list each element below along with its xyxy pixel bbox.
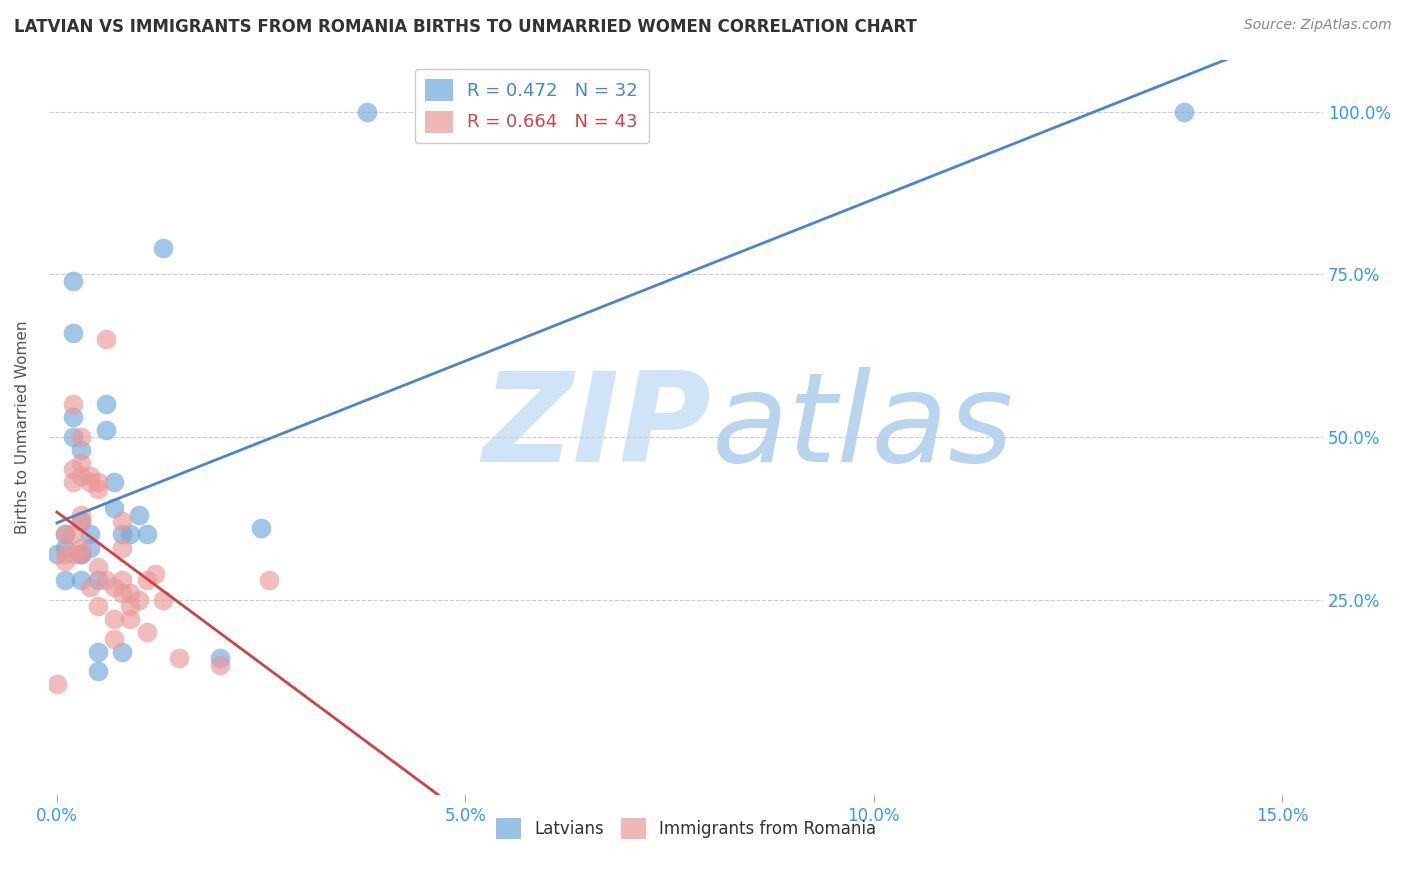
Point: [209, 657, 232, 672]
Legend: Latvians, Immigrants from Romania: Latvians, Immigrants from Romania: [489, 812, 883, 846]
Point: [87, 599, 110, 613]
Point: [53, 527, 76, 541]
Point: [70, 469, 93, 483]
Point: [79, 541, 101, 555]
Point: [70, 515, 93, 529]
Point: [45, 677, 67, 691]
Point: [87, 644, 110, 658]
Point: [70, 430, 93, 444]
Point: [94, 573, 117, 587]
Point: [169, 651, 191, 665]
Point: [53, 527, 76, 541]
Point: [111, 586, 134, 600]
Point: [62, 397, 84, 411]
Point: [111, 527, 134, 541]
Text: ZIP: ZIP: [482, 367, 711, 488]
Point: [62, 430, 84, 444]
Point: [135, 573, 157, 587]
Point: [103, 612, 125, 626]
Point: [53, 553, 76, 567]
Point: [87, 560, 110, 574]
Point: [250, 521, 273, 535]
Point: [70, 508, 93, 522]
Point: [111, 515, 134, 529]
Point: [103, 501, 125, 516]
Point: [120, 599, 142, 613]
Point: [70, 456, 93, 470]
Point: [62, 475, 84, 490]
Point: [135, 527, 157, 541]
Point: [53, 547, 76, 561]
Point: [70, 442, 93, 457]
Point: [87, 482, 110, 496]
Point: [70, 573, 93, 587]
Point: [120, 586, 142, 600]
Point: [79, 475, 101, 490]
Point: [62, 462, 84, 476]
Point: [152, 241, 174, 255]
Point: [103, 632, 125, 646]
Point: [1173, 104, 1195, 119]
Point: [152, 592, 174, 607]
Point: [120, 612, 142, 626]
Text: atlas: atlas: [711, 367, 1014, 488]
Point: [62, 326, 84, 340]
Point: [79, 469, 101, 483]
Point: [70, 547, 93, 561]
Point: [62, 527, 84, 541]
Text: LATVIAN VS IMMIGRANTS FROM ROMANIA BIRTHS TO UNMARRIED WOMEN CORRELATION CHART: LATVIAN VS IMMIGRANTS FROM ROMANIA BIRTH…: [14, 18, 917, 36]
Point: [209, 651, 232, 665]
Point: [128, 508, 150, 522]
Point: [94, 424, 117, 438]
Point: [128, 592, 150, 607]
Point: [87, 573, 110, 587]
Point: [135, 625, 157, 640]
Point: [111, 541, 134, 555]
Point: [143, 566, 166, 581]
Point: [103, 475, 125, 490]
Point: [356, 104, 378, 119]
Point: [94, 397, 117, 411]
Point: [94, 332, 117, 346]
Point: [62, 274, 84, 288]
Point: [87, 475, 110, 490]
Point: [70, 547, 93, 561]
Point: [111, 573, 134, 587]
Point: [62, 547, 84, 561]
Point: [120, 527, 142, 541]
Y-axis label: Births to Unmarried Women: Births to Unmarried Women: [15, 320, 30, 534]
Point: [70, 515, 93, 529]
Point: [79, 527, 101, 541]
Point: [259, 573, 281, 587]
Point: [53, 573, 76, 587]
Text: Source: ZipAtlas.com: Source: ZipAtlas.com: [1244, 18, 1392, 32]
Point: [70, 541, 93, 555]
Point: [45, 547, 67, 561]
Point: [62, 410, 84, 425]
Point: [103, 580, 125, 594]
Point: [87, 664, 110, 678]
Point: [53, 541, 76, 555]
Point: [79, 580, 101, 594]
Point: [70, 547, 93, 561]
Point: [111, 644, 134, 658]
